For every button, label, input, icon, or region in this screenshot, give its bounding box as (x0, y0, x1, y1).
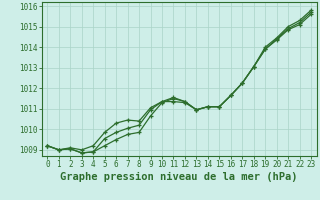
X-axis label: Graphe pression niveau de la mer (hPa): Graphe pression niveau de la mer (hPa) (60, 172, 298, 182)
